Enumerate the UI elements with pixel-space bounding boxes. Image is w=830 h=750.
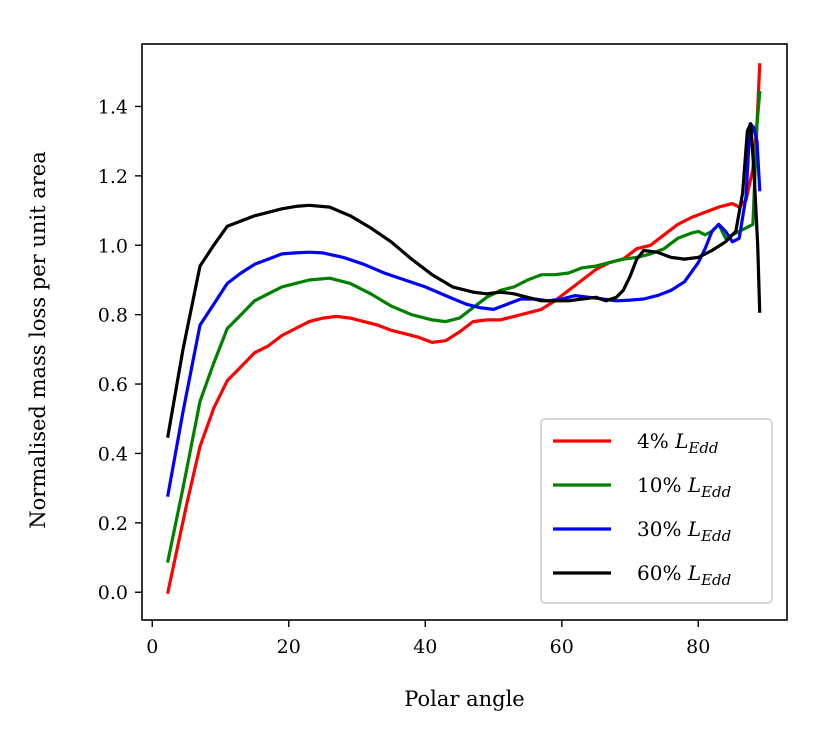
x-axis-label: Polar angle bbox=[404, 687, 525, 711]
y-tick-label: 1.2 bbox=[98, 166, 128, 188]
plot-area bbox=[141, 43, 788, 621]
x-tick-label: 80 bbox=[686, 636, 710, 658]
y-tick-label: 0.0 bbox=[98, 582, 128, 604]
legend-label-4: 60% LEdd bbox=[637, 561, 731, 589]
y-tick-label: 0.8 bbox=[98, 305, 128, 327]
legend-label-1: 4% LEdd bbox=[637, 429, 719, 457]
legend: 4% LEdd 10% LEdd 30% LEdd 60% LEdd bbox=[540, 418, 773, 604]
y-axis-label: Normalised mass loss per unit area bbox=[26, 151, 50, 528]
axes-frame bbox=[141, 43, 788, 621]
y-axis-ticks: 0.0 0.2 0.4 0.6 0.8 1.0 1.2 1.4 bbox=[98, 96, 142, 604]
x-tick-label: 40 bbox=[413, 636, 437, 658]
x-tick-label: 20 bbox=[277, 636, 301, 658]
x-tick-label: 0 bbox=[146, 636, 158, 658]
legend-label-2: 10% LEdd bbox=[637, 473, 731, 501]
y-tick-label: 0.4 bbox=[98, 443, 128, 465]
y-tick-label: 0.2 bbox=[98, 513, 128, 535]
y-tick-label: 0.6 bbox=[98, 374, 128, 396]
x-axis-ticks: 0 20 40 60 80 bbox=[146, 620, 710, 658]
y-tick-label: 1.0 bbox=[98, 235, 128, 257]
legend-box bbox=[540, 418, 773, 604]
y-tick-label: 1.4 bbox=[98, 96, 128, 118]
legend-label-3: 30% LEdd bbox=[637, 517, 731, 545]
series-line-1 bbox=[166, 63, 762, 595]
x-tick-label: 60 bbox=[550, 636, 574, 658]
series-line-4 bbox=[166, 122, 762, 438]
